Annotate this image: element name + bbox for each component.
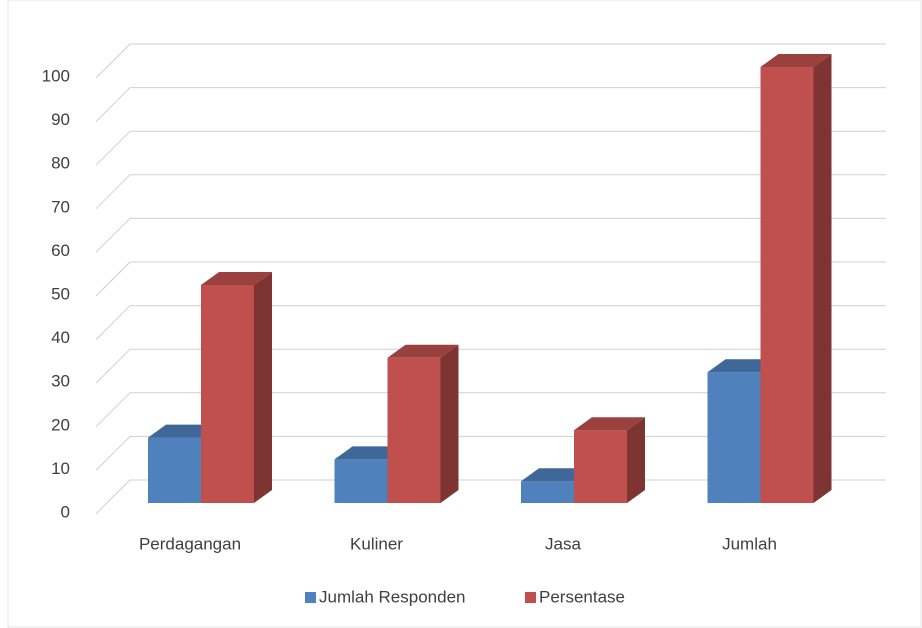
grid-line [95, 174, 886, 210]
y-tick-label: 20 [51, 415, 70, 434]
bar [760, 54, 832, 503]
bar-top [201, 272, 272, 285]
bar-side [813, 54, 832, 503]
y-tick-label: 100 [42, 66, 70, 85]
y-tick-label: 70 [51, 197, 70, 216]
grid-line [95, 130, 886, 166]
bar-side [254, 272, 272, 503]
bar-front [201, 285, 254, 503]
x-tick-label: Kuliner [350, 534, 403, 553]
y-tick-label: 10 [51, 459, 70, 478]
grid-line [95, 87, 886, 122]
y-tick-label: 0 [61, 502, 70, 521]
bar-top [574, 417, 645, 431]
y-tick-label: 40 [51, 328, 70, 347]
x-tick-label: Perdagangan [139, 534, 241, 553]
bar-front [760, 67, 814, 503]
bar-top [387, 344, 459, 358]
legend-label: Persentase [539, 587, 625, 606]
grid-line [95, 392, 886, 428]
legend-swatch [525, 592, 536, 603]
bar-front [387, 357, 441, 503]
bar-front [334, 459, 388, 503]
bar-front [521, 481, 574, 503]
y-tick-label: 50 [51, 284, 70, 303]
legend-swatch [305, 592, 316, 603]
grid-line [95, 348, 886, 384]
grid-line [95, 261, 886, 297]
bar-front [707, 372, 761, 503]
bar [201, 272, 272, 503]
legend-label: Jumlah Responden [319, 587, 465, 606]
bar-front [574, 430, 627, 503]
y-tick-label: 30 [51, 372, 70, 391]
grid-line [95, 217, 886, 253]
bar-top [760, 54, 832, 67]
grid-line [95, 305, 886, 340]
bar-side [627, 417, 645, 503]
x-tick-label: Jasa [545, 534, 581, 553]
y-tick-label: 80 [51, 154, 70, 173]
y-tick-label: 90 [51, 110, 70, 129]
grid-line [95, 43, 886, 79]
bar-front [148, 437, 201, 503]
x-tick-label: Jumlah [722, 534, 777, 553]
bar [574, 417, 645, 503]
bar [387, 344, 459, 503]
bar-side [440, 344, 459, 503]
y-tick-label: 60 [51, 241, 70, 260]
